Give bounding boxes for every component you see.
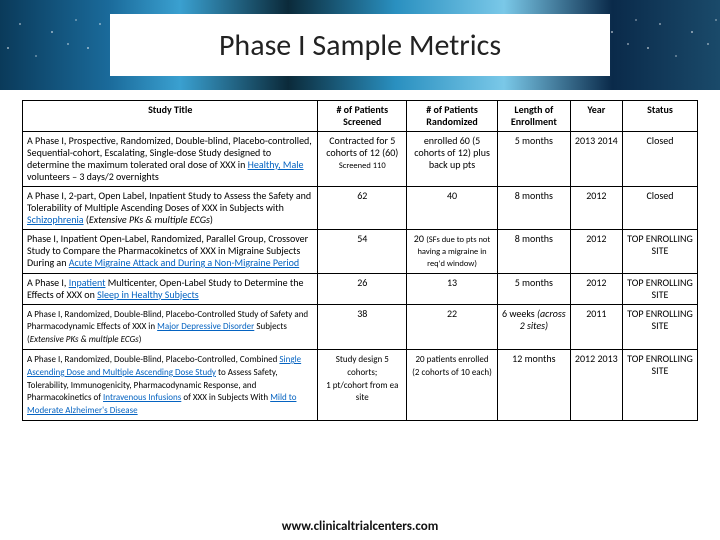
cell-study-title: A Phase I, 2-part, Open Label, Inpatient…: [23, 187, 318, 230]
cell-randomized: 13: [407, 273, 498, 304]
cell-randomized: 40: [407, 187, 498, 230]
cell-length: 5 months: [497, 273, 570, 304]
metrics-table-wrap: Study Title # of Patients Screened # of …: [22, 100, 698, 508]
cell-year: 2012: [570, 230, 622, 274]
cell-randomized: 20 patients enrolled (2 cohorts of 10 ea…: [407, 349, 498, 420]
cell-year: 2011: [570, 304, 622, 349]
cell-year: 2012: [570, 273, 622, 304]
cell-length: 12 months: [497, 349, 570, 420]
cell-screened: Study design 5 cohorts;1 pt/cohort from …: [318, 349, 407, 420]
table-row: A Phase I, Inpatient Multicenter, Open-L…: [23, 273, 698, 304]
cell-year: 2012: [570, 187, 622, 230]
cell-screened: Contracted for 5 cohorts of 12 (60)Scree…: [318, 132, 407, 187]
cell-length: 5 months: [497, 132, 570, 187]
col-length: Length of Enrollment: [497, 101, 570, 132]
cell-study-title: A Phase I, Randomized, Double-Blind, Pla…: [23, 304, 318, 349]
cell-screened: 54: [318, 230, 407, 274]
col-study-title: Study Title: [23, 101, 318, 132]
cell-year: 2013 2014: [570, 132, 622, 187]
cell-length: 8 months: [497, 187, 570, 230]
cell-screened: 26: [318, 273, 407, 304]
cell-study-title: A Phase I, Randomized, Double-Blind, Pla…: [23, 349, 318, 420]
footer-url: www.clinicaltrialcenters.com: [0, 519, 720, 534]
cell-status: TOP ENROLLING SITE: [622, 273, 697, 304]
col-screened: # of Patients Screened: [318, 101, 407, 132]
cell-length: 8 months: [497, 230, 570, 274]
cell-study-title: A Phase I, Prospective, Randomized, Doub…: [23, 132, 318, 187]
cell-status: Closed: [622, 132, 697, 187]
cell-randomized: 20 (SFs due to pts not having a migraine…: [407, 230, 498, 274]
cell-status: TOP ENROLLING SITE: [622, 304, 697, 349]
col-year: Year: [570, 101, 622, 132]
table-row: A Phase I, Randomized, Double-Blind, Pla…: [23, 349, 698, 420]
cell-status: Closed: [622, 187, 697, 230]
table-row: A Phase I, 2-part, Open Label, Inpatient…: [23, 187, 698, 230]
cell-study-title: A Phase I, Inpatient Multicenter, Open-L…: [23, 273, 318, 304]
cell-year: 2012 2013: [570, 349, 622, 420]
table-row: Phase I, Inpatient Open-Label, Randomize…: [23, 230, 698, 274]
table-row: A Phase I, Randomized, Double-Blind, Pla…: [23, 304, 698, 349]
cell-randomized: enrolled 60 (5 cohorts of 12) plus back …: [407, 132, 498, 187]
metrics-table: Study Title # of Patients Screened # of …: [22, 100, 698, 421]
cell-screened: 62: [318, 187, 407, 230]
col-randomized: # of Patients Randomized: [407, 101, 498, 132]
col-status: Status: [622, 101, 697, 132]
page-title: Phase I Sample Metrics: [110, 14, 610, 76]
cell-status: TOP ENROLLING SITE: [622, 230, 697, 274]
cell-length: 6 weeks (across 2 sites): [497, 304, 570, 349]
table-header-row: Study Title # of Patients Screened # of …: [23, 101, 698, 132]
table-row: A Phase I, Prospective, Randomized, Doub…: [23, 132, 698, 187]
cell-study-title: Phase I, Inpatient Open-Label, Randomize…: [23, 230, 318, 274]
cell-status: TOP ENROLLING SITE: [622, 349, 697, 420]
cell-screened: 38: [318, 304, 407, 349]
cell-randomized: 22: [407, 304, 498, 349]
